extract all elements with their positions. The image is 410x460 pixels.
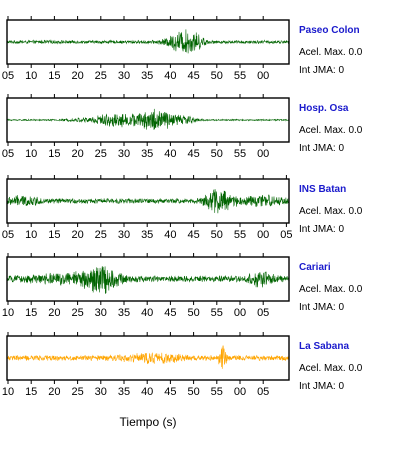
tick-label: 55 — [211, 386, 223, 398]
tick-label: 00 — [234, 307, 246, 319]
tick-label: 05 — [2, 70, 14, 82]
tick-label: 45 — [187, 229, 199, 241]
station-panel: 05 10 15 20 25 30 35 40 45 50 55 00 Paseo Colon Acel.… — [2, 16, 363, 82]
jma-intensity-text: Int JMA: 0 — [299, 143, 344, 154]
tick-label: 40 — [164, 148, 176, 160]
tick-label: 15 — [48, 70, 60, 82]
tick-label: 40 — [141, 307, 153, 319]
tick-label: 35 — [118, 386, 130, 398]
tick-label: 25 — [71, 307, 83, 319]
tick-label: 10 — [25, 70, 37, 82]
tick-label: 35 — [141, 229, 153, 241]
tick-label: 20 — [48, 386, 60, 398]
tick-label: 30 — [118, 229, 130, 241]
panel-frame — [6, 178, 290, 224]
tick-label: 05 — [2, 229, 14, 241]
tick-label: 20 — [48, 307, 60, 319]
tick-label: 40 — [164, 70, 176, 82]
tick-label: 00 — [257, 148, 269, 160]
station-name: Hosp. Osa — [299, 103, 349, 114]
tick-label: 35 — [118, 307, 130, 319]
tick-label: 40 — [141, 386, 153, 398]
tick-label: 30 — [95, 386, 107, 398]
tick-label: 15 — [48, 229, 60, 241]
tick-label: 05 — [257, 386, 269, 398]
tick-label: 05 — [280, 229, 292, 241]
tick-label: 45 — [164, 386, 176, 398]
tick-label: 50 — [211, 70, 223, 82]
tick-label: 25 — [95, 148, 107, 160]
tick-label: 50 — [211, 148, 223, 160]
jma-intensity-text: Int JMA: 0 — [299, 302, 344, 313]
waveform-trace — [6, 108, 290, 130]
tick-label: 25 — [95, 229, 107, 241]
tick-label: 55 — [211, 307, 223, 319]
tick-label: 15 — [48, 148, 60, 160]
accel-max-text: Acel. Max. 0.0 — [299, 125, 363, 136]
tick-label: 15 — [25, 386, 37, 398]
panels-group: 05 10 15 20 25 30 35 40 45 50 55 00 Paseo Colon Acel.… — [2, 16, 363, 398]
tick-label: 50 — [187, 307, 199, 319]
station-name: Cariari — [299, 262, 331, 273]
tick-label: 20 — [71, 70, 83, 82]
waveform-trace — [6, 345, 290, 369]
station-name: La Sabana — [299, 341, 349, 352]
tick-label: 55 — [234, 148, 246, 160]
tick-label: 55 — [234, 70, 246, 82]
tick-label: 20 — [71, 229, 83, 241]
tick-label: 05 — [2, 148, 14, 160]
accel-max-text: Acel. Max. 0.0 — [299, 363, 363, 374]
tick-label: 10 — [2, 307, 14, 319]
station-panel: 05 10 15 20 25 30 35 40 45 50 55 00 Hosp. Osa Acel. M… — [2, 94, 363, 160]
tick-label: 15 — [25, 307, 37, 319]
tick-label: 30 — [118, 70, 130, 82]
tick-label: 10 — [25, 148, 37, 160]
tick-label: 35 — [141, 70, 153, 82]
station-panel: 05 10 15 20 25 30 35 40 45 50 55 00 05 INS Batan Acel.… — [2, 175, 363, 241]
tick-label: 30 — [95, 307, 107, 319]
tick-label: 30 — [118, 148, 130, 160]
jma-intensity-text: Int JMA: 0 — [299, 381, 344, 392]
tick-label: 50 — [211, 229, 223, 241]
tick-label: 45 — [187, 70, 199, 82]
accel-max-text: Acel. Max. 0.0 — [299, 206, 363, 217]
panel-frame — [6, 256, 290, 302]
tick-label: 45 — [187, 148, 199, 160]
tick-label: 10 — [25, 229, 37, 241]
station-panel: 10 15 20 25 30 35 40 45 50 55 00 05 Cariari Acel. Max… — [2, 253, 363, 319]
tick-label: 35 — [141, 148, 153, 160]
waveform-trace — [6, 29, 290, 54]
station-panel: 10 15 20 25 30 35 40 45 50 55 00 05 La Sabana Acel. M… — [2, 332, 363, 398]
tick-label: 25 — [71, 386, 83, 398]
station-name: INS Batan — [299, 184, 346, 195]
tick-label: 10 — [2, 386, 14, 398]
tick-label: 20 — [71, 148, 83, 160]
tick-label: 55 — [234, 229, 246, 241]
tick-label: 45 — [164, 307, 176, 319]
tick-label: 00 — [234, 386, 246, 398]
accel-max-text: Acel. Max. 0.0 — [299, 47, 363, 58]
station-name: Paseo Colon — [299, 25, 360, 36]
tick-label: 05 — [257, 307, 269, 319]
panel-frame — [6, 335, 290, 381]
tick-label: 00 — [257, 70, 269, 82]
jma-intensity-text: Int JMA: 0 — [299, 224, 344, 235]
waveform-trace — [6, 189, 290, 214]
tick-label: 25 — [95, 70, 107, 82]
tick-label: 00 — [257, 229, 269, 241]
panel-frame — [6, 19, 290, 65]
waveform-trace — [6, 266, 290, 294]
tick-label: 40 — [164, 229, 176, 241]
tick-label: 50 — [187, 386, 199, 398]
jma-intensity-text: Int JMA: 0 — [299, 65, 344, 76]
panel-frame — [6, 97, 290, 143]
accel-max-text: Acel. Max. 0.0 — [299, 284, 363, 295]
x-axis-title: Tiempo (s) — [120, 415, 177, 429]
